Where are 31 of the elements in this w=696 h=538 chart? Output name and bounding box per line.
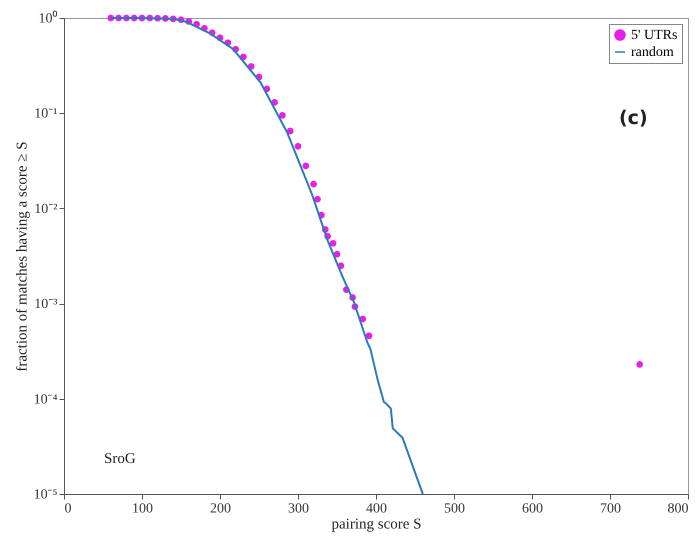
point <box>334 250 340 258</box>
y-tick-label: 10⁻⁵ <box>34 488 58 502</box>
point <box>294 142 302 150</box>
x-tick-label: 300 <box>288 502 309 516</box>
point <box>314 196 321 203</box>
point <box>330 240 336 247</box>
legend-label: 5' UTRs <box>631 28 678 43</box>
point <box>310 180 317 188</box>
x-axis-title: pairing score S <box>332 516 422 532</box>
annotation: (c) <box>619 107 648 129</box>
annotation: SroG <box>104 451 136 467</box>
y-tick-label: 10⁻² <box>34 202 58 217</box>
x-tick-label: 0 <box>64 502 72 516</box>
point <box>366 332 372 340</box>
x-tick-label: 500 <box>444 502 465 516</box>
legend-label: random <box>631 45 674 60</box>
x-tick-label: 800 <box>668 502 688 516</box>
x-tick-label: 100 <box>132 502 153 516</box>
y-tick-label: 10⁰ <box>38 10 58 26</box>
x-tick-label: 600 <box>522 502 543 516</box>
x-tick-label: 400 <box>366 502 387 516</box>
y-tick-label: 10⁻³ <box>34 297 58 312</box>
y-axis-title: fraction of matches having a score ≥ S <box>14 141 31 372</box>
x-tick-label: 200 <box>210 502 231 516</box>
point <box>302 162 310 170</box>
point <box>279 112 286 119</box>
point <box>286 128 294 134</box>
point <box>636 361 643 368</box>
y-tick-label: 10⁻⁴ <box>34 392 58 408</box>
y-tick-label: 10⁻¹ <box>34 106 58 122</box>
x-tick-label: 700 <box>600 502 621 516</box>
